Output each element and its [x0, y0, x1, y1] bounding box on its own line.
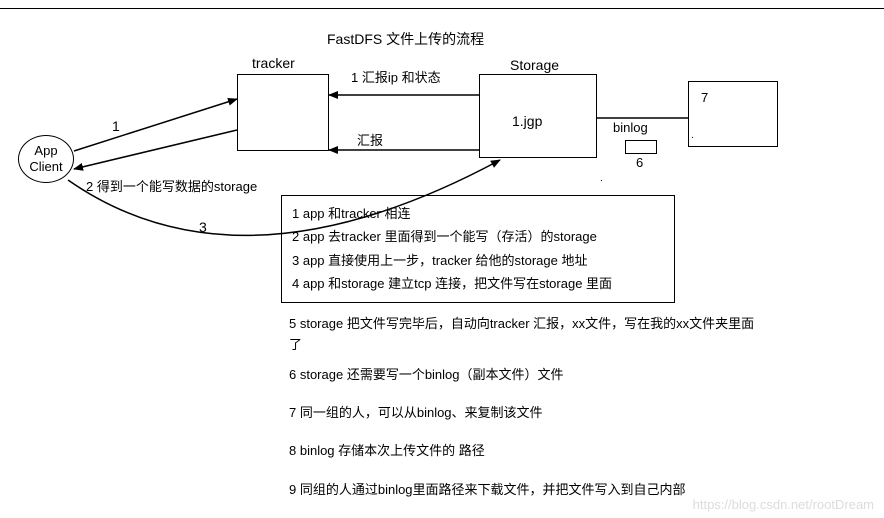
- edge-3-label: 3: [199, 219, 207, 235]
- box7-dot: .: [691, 130, 694, 141]
- step-9: 9 同组的人通过binlog里面路径来下载文件，并把文件写入到自己内部: [289, 479, 686, 498]
- step-6: 6 storage 还需要写一个binlog（副本文件）文件: [289, 364, 564, 383]
- box7-label: 7: [701, 90, 708, 105]
- binlog-label: binlog: [613, 120, 648, 135]
- binlog-box: [625, 140, 657, 154]
- watermark: https://blog.csdn.net/rootDream: [693, 497, 874, 512]
- storage-label: Storage: [510, 57, 559, 73]
- app-client-ellipse: App Client: [18, 135, 74, 183]
- binlog-num: 6: [636, 155, 643, 170]
- top-border: [0, 8, 884, 9]
- report-bottom-label: 汇报: [357, 130, 383, 149]
- app-client-line1: App: [34, 143, 57, 159]
- step-8: 8 binlog 存储本次上传文件的 路径: [289, 440, 485, 459]
- stray-dot: .: [600, 173, 603, 184]
- steps-box: 1 app 和tracker 相连 2 app 去tracker 里面得到一个能…: [281, 195, 675, 303]
- step-1: 1 app 和tracker 相连: [292, 202, 664, 225]
- diagram-title: FastDFS 文件上传的流程: [327, 29, 484, 49]
- step-2: 2 app 去tracker 里面得到一个能写（存活）的storage: [292, 225, 664, 248]
- step-3: 3 app 直接使用上一步，tracker 给他的storage 地址: [292, 249, 664, 272]
- storage-inner-label: 1.jgp: [512, 113, 542, 129]
- step-5: 5 storage 把文件写完毕后，自动向tracker 汇报，xx文件，写在我…: [289, 314, 759, 356]
- app-client-line2: Client: [29, 159, 62, 175]
- edge-2-label: 2 得到一个能写数据的storage: [86, 176, 257, 195]
- edge-1-label: 1: [112, 118, 120, 134]
- report-top-label: 1 汇报ip 和状态: [351, 67, 441, 86]
- step-7: 7 同一组的人，可以从binlog、来复制该文件: [289, 402, 543, 421]
- tracker-box: [237, 74, 329, 151]
- tracker-label: tracker: [252, 55, 295, 71]
- step-4: 4 app 和storage 建立tcp 连接，把文件写在storage 里面: [292, 272, 664, 295]
